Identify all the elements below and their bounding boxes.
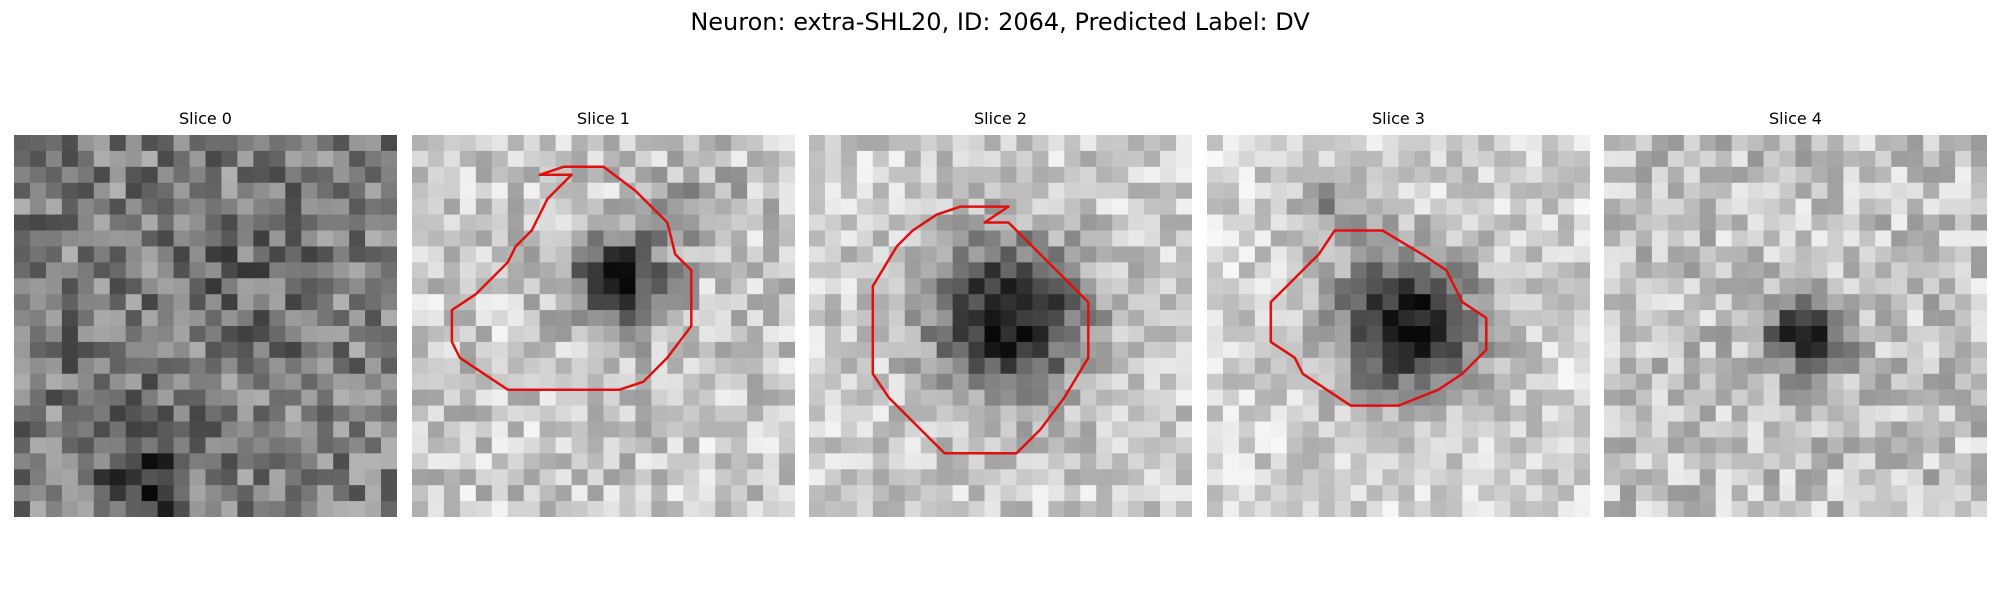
pixel-grid — [412, 135, 795, 517]
slice-1-grayscale-tile — [412, 135, 795, 517]
pixel-grid — [14, 135, 397, 517]
slice-2-image — [809, 135, 1192, 517]
pixel-grid — [809, 135, 1192, 517]
pixel-grid — [1207, 135, 1590, 517]
slice-1-title: Slice 1 — [577, 109, 630, 128]
slice-0-image — [14, 135, 397, 517]
roi-contour — [450, 165, 693, 391]
figure-title: Neuron: extra-SHL20, ID: 2064, Predicted… — [690, 8, 1310, 36]
roi-contour — [1269, 229, 1488, 407]
slice-3-grayscale-tile — [1207, 135, 1590, 517]
slice-4-image — [1604, 135, 1987, 517]
slice-2-grayscale-tile — [809, 135, 1192, 517]
slice-3-image — [1207, 135, 1590, 517]
slice-0-grayscale-tile — [14, 135, 397, 517]
roi-contour — [871, 205, 1090, 455]
slice-0-title: Slice 0 — [179, 109, 232, 128]
slice-4-title: Slice 4 — [1769, 109, 1822, 128]
slice-4-grayscale-tile — [1604, 135, 1987, 517]
slice-3-title: Slice 3 — [1372, 109, 1425, 128]
slice-2-title: Slice 2 — [974, 109, 1027, 128]
slice-1-image — [412, 135, 795, 517]
pixel-grid — [1604, 135, 1987, 517]
